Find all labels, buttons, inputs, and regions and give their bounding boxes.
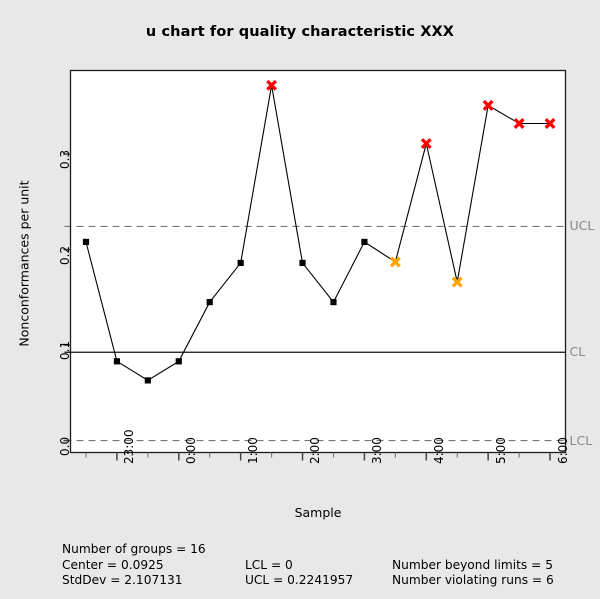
stat-stddev: StdDev = 2.107131	[62, 573, 183, 588]
y-tick-label: 0.2	[57, 245, 72, 265]
x-tick-label: 6:00	[555, 436, 570, 464]
stat-beyond-limits: Number beyond limits = 5	[392, 557, 553, 572]
data-point-normal	[361, 238, 368, 246]
data-point-normal	[299, 259, 306, 267]
x-tick-label: 0:00	[184, 436, 199, 464]
lcl-label: LCL	[569, 432, 593, 448]
stat-center: Center = 0.0925	[62, 557, 164, 572]
y-tick-label: 0.3	[57, 149, 72, 170]
cl-label: CL	[569, 344, 586, 360]
stat-lcl: LCL = 0	[245, 557, 293, 572]
data-point-beyond-limits	[266, 79, 278, 91]
data-point-normal	[206, 298, 213, 306]
stats-row-stddev: StdDev = 2.107131 UCL = 0.2241957 Number…	[62, 573, 592, 589]
stat-ucl: UCL = 0.2241957	[245, 573, 354, 588]
data-point-beyond-limits	[482, 99, 494, 111]
stats-row-groups: Number of groups = 16	[62, 542, 592, 558]
x-axis-label: Sample	[294, 505, 342, 520]
plot-border	[69, 69, 567, 454]
stat-number-of-groups: Number of groups = 16	[62, 542, 206, 556]
ucl-label: UCL	[569, 218, 595, 234]
data-point-normal	[113, 358, 121, 365]
data-point-violating-runs	[451, 276, 463, 288]
stats-row-center: Center = 0.0925 LCL = 0 Number beyond li…	[62, 558, 592, 574]
x-tick-label: 4:00	[431, 436, 446, 464]
stat-violating-runs: Number violating runs = 6	[392, 573, 554, 588]
x-tick-label: 5:00	[493, 436, 508, 464]
x-tick-label: 23:00	[122, 428, 137, 464]
x-tick-label: 2:00	[308, 436, 323, 464]
chart-title: u chart for quality characteristic XXX	[145, 24, 455, 40]
data-point-normal	[144, 377, 151, 384]
data-series-line	[85, 85, 551, 382]
y-tick-label: 0.0	[57, 436, 72, 456]
data-point-normal	[330, 298, 337, 306]
data-point-beyond-limits	[544, 118, 556, 129]
y-tick-label: 0.1	[57, 340, 72, 361]
data-point-violating-runs	[389, 256, 401, 268]
chart-statistics: Number of groups = 16 Center = 0.0925 LC…	[62, 542, 592, 589]
x-tick-label: 1:00	[246, 436, 261, 464]
data-point-normal	[82, 238, 90, 246]
x-tick-label: 3:00	[369, 436, 384, 464]
data-point-normal	[175, 358, 182, 365]
plot-background	[70, 70, 566, 453]
data-point-normal	[237, 259, 244, 267]
data-point-beyond-limits	[420, 138, 432, 150]
data-point-beyond-limits	[513, 118, 525, 129]
